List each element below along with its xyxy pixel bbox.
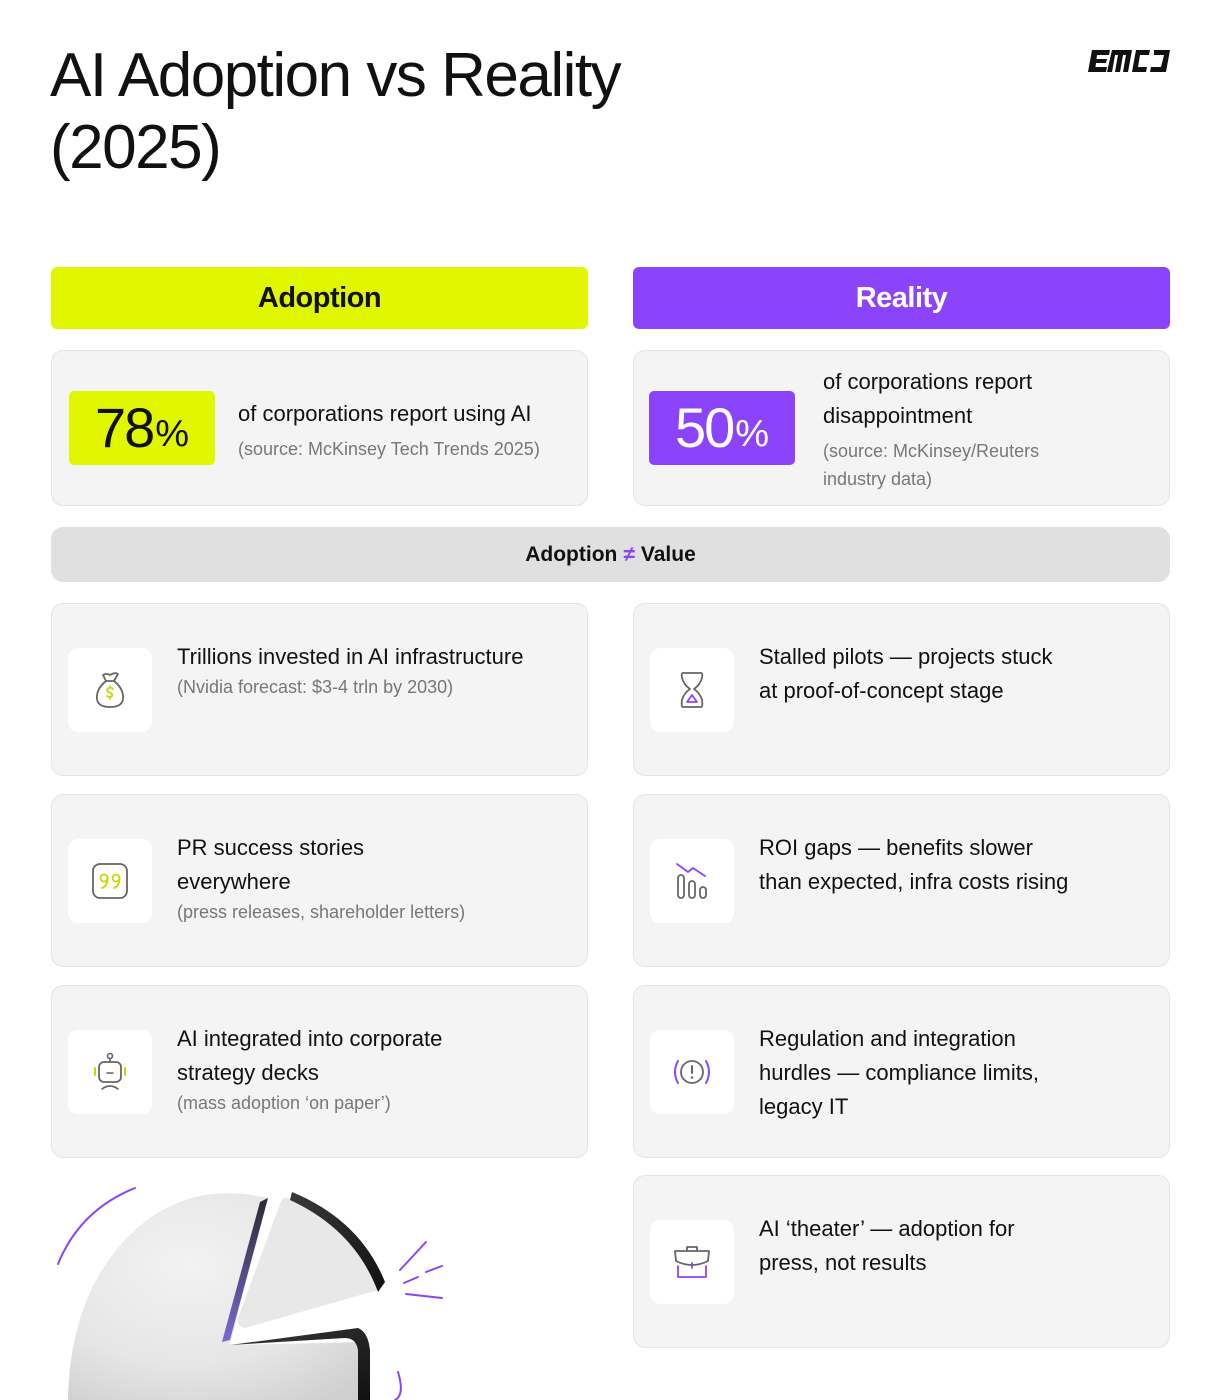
banner-left: Adoption [525, 542, 618, 566]
reality-heading: Reality [633, 267, 1170, 329]
adoption-not-equal-value-banner: Adoption ≠ Value [51, 527, 1170, 582]
adoption-heading: Adoption [51, 267, 588, 329]
pie-chart-illustration [57, 1187, 443, 1400]
item-text: Regulation and integration hurdles — com… [759, 1022, 1079, 1124]
item-text: AI ‘theater’ — adoption for press, not r… [759, 1212, 1019, 1280]
stat-source: (source: McKinsey Tech Trends 2025) [238, 439, 540, 459]
stat-value: 50 [674, 396, 735, 459]
reality-item-ai-theater: AI ‘theater’ — adoption for press, not r… [633, 1175, 1170, 1348]
alert-icon [674, 1060, 710, 1084]
stat-description: of corporations report using AI (source:… [238, 397, 578, 463]
icon-container [650, 1220, 734, 1304]
money-bag-icon [96, 672, 124, 708]
briefcase-icon [674, 1246, 710, 1278]
icon-container [650, 839, 734, 923]
stat-unit: % [155, 413, 190, 455]
icon-container [68, 839, 152, 923]
stat-value: 78 [94, 396, 155, 459]
item-text: Stalled pilots — projects stuck at proof… [759, 640, 1059, 708]
item-text: PR success stories everywhere (press rel… [177, 831, 567, 925]
hourglass-icon [680, 672, 704, 708]
item-subtitle: (mass adoption ‘on paper’) [177, 1093, 391, 1113]
adoption-item-strategy-decks: AI integrated into corporate strategy de… [51, 985, 588, 1158]
item-title: Regulation and integration hurdles — com… [759, 1026, 1039, 1119]
stat-text: of corporations report disappointment [823, 369, 1033, 428]
item-subtitle: (Nvidia forecast: $3-4 trln by 2030) [177, 677, 454, 697]
title-line-1: AI Adoption vs Reality [50, 41, 622, 110]
reality-stat-badge: 50% [649, 391, 795, 465]
item-title: Trillions invested in AI infrastructure [177, 644, 524, 669]
reality-item-stalled-pilots: Stalled pilots — projects stuck at proof… [633, 603, 1170, 776]
icon-container [68, 648, 152, 732]
icon-container [650, 648, 734, 732]
icon-container [650, 1030, 734, 1114]
emcd-logo: EMCD [1088, 50, 1170, 72]
item-subtitle: (press releases, shareholder letters) [177, 902, 466, 922]
reality-item-roi-gaps: ROI gaps — benefits slower than expected… [633, 794, 1170, 967]
item-title: ROI gaps — benefits slower than expected… [759, 835, 1069, 894]
stat-source: (source: McKinsey/Reuters industry data) [823, 441, 1040, 489]
adoption-item-pr-stories: PR success stories everywhere (press rel… [51, 794, 588, 967]
declining-chart-icon [676, 863, 707, 899]
not-equal-icon: ≠ [623, 542, 635, 566]
reality-item-regulation: Regulation and integration hurdles — com… [633, 985, 1170, 1158]
item-text: Trillions invested in AI infrastructure … [177, 640, 567, 700]
title-line-2: (2025) [50, 113, 222, 182]
adoption-item-investment: Trillions invested in AI infrastructure … [51, 603, 588, 776]
banner-right: Value [640, 542, 696, 566]
item-title: AI integrated into corporate strategy de… [177, 1026, 443, 1085]
item-title: Stalled pilots — projects stuck at proof… [759, 644, 1053, 703]
item-text: AI integrated into corporate strategy de… [177, 1022, 567, 1116]
page-title: AI Adoption vs Reality (2025) [50, 40, 750, 184]
stat-text: of corporations report using AI [238, 401, 532, 426]
stat-unit: % [735, 413, 770, 455]
reality-stat-card: 50% of corporations report disappointmen… [633, 350, 1170, 506]
stat-description: of corporations report disappointment (s… [823, 365, 1073, 493]
item-title: AI ‘theater’ — adoption for press, not r… [759, 1216, 1015, 1275]
adoption-stat-badge: 78% [69, 391, 215, 465]
quote-icon [92, 863, 128, 899]
robot-icon [94, 1052, 126, 1090]
item-text: ROI gaps — benefits slower than expected… [759, 831, 1069, 899]
icon-container [68, 1030, 152, 1114]
adoption-stat-card: 78% of corporations report using AI (sou… [51, 350, 588, 506]
item-title: PR success stories everywhere [177, 835, 365, 894]
